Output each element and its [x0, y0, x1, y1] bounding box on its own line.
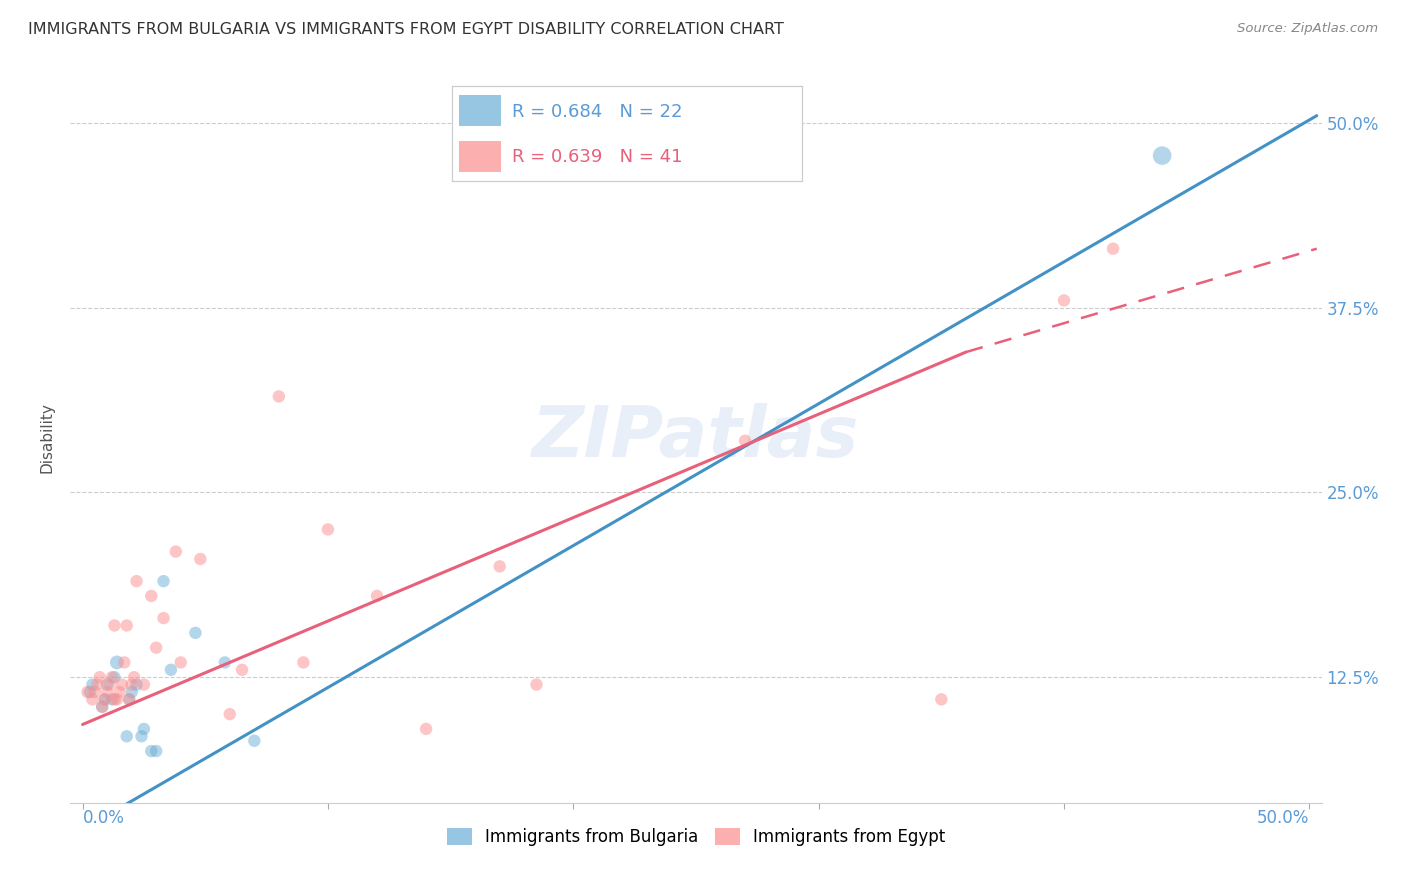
Point — [125, 574, 148, 589]
Point — [526, 677, 548, 691]
Point — [160, 663, 183, 677]
Text: 0.0%: 0.0% — [83, 809, 125, 827]
Point — [218, 707, 240, 722]
Point — [165, 544, 187, 558]
Point — [115, 618, 138, 632]
Point — [214, 656, 236, 670]
Point — [267, 389, 290, 403]
Point — [1152, 148, 1174, 162]
Point — [1053, 293, 1076, 308]
Point — [93, 692, 115, 706]
Point — [82, 677, 104, 691]
Point — [131, 729, 153, 743]
Point — [96, 677, 118, 691]
Point — [141, 744, 163, 758]
Point — [122, 670, 145, 684]
Point — [105, 656, 128, 670]
Point — [118, 692, 141, 706]
Point — [91, 699, 114, 714]
Point — [415, 722, 437, 736]
Point — [316, 523, 339, 537]
Point — [76, 685, 98, 699]
Point — [121, 685, 143, 699]
Point — [734, 434, 756, 448]
Point — [243, 733, 266, 747]
Point — [188, 552, 211, 566]
Text: Source: ZipAtlas.com: Source: ZipAtlas.com — [1237, 22, 1378, 36]
Text: IMMIGRANTS FROM BULGARIA VS IMMIGRANTS FROM EGYPT DISABILITY CORRELATION CHART: IMMIGRANTS FROM BULGARIA VS IMMIGRANTS F… — [28, 22, 785, 37]
Point — [184, 625, 207, 640]
Point — [145, 744, 167, 758]
Text: 50.0%: 50.0% — [1257, 809, 1309, 827]
Point — [103, 618, 125, 632]
Point — [103, 692, 125, 706]
Point — [86, 677, 108, 691]
Text: ZIPatlas: ZIPatlas — [533, 402, 859, 472]
Point — [170, 656, 193, 670]
Point — [93, 692, 115, 706]
Point — [103, 670, 125, 684]
Point — [488, 559, 510, 574]
Point — [132, 722, 155, 736]
Point — [141, 589, 163, 603]
Point — [1102, 242, 1125, 256]
Point — [82, 692, 104, 706]
Point — [98, 677, 121, 691]
Point — [115, 729, 138, 743]
Point — [101, 692, 124, 706]
Point — [152, 574, 174, 589]
Point — [931, 692, 953, 706]
Point — [125, 677, 148, 691]
Legend: Immigrants from Bulgaria, Immigrants from Egypt: Immigrants from Bulgaria, Immigrants fro… — [447, 828, 945, 846]
Point — [108, 685, 131, 699]
Y-axis label: Disability: Disability — [39, 401, 55, 473]
Point — [118, 692, 141, 706]
Point — [121, 677, 143, 691]
Point — [132, 677, 155, 691]
Point — [91, 699, 114, 714]
Point — [105, 692, 128, 706]
Point — [101, 670, 124, 684]
Point — [292, 656, 315, 670]
Point — [83, 685, 105, 699]
Point — [366, 589, 388, 603]
Point — [79, 685, 101, 699]
Point — [145, 640, 167, 655]
Point — [111, 677, 134, 691]
Point — [231, 663, 253, 677]
Point — [96, 685, 118, 699]
Point — [89, 670, 111, 684]
Point — [112, 656, 135, 670]
Point — [152, 611, 174, 625]
